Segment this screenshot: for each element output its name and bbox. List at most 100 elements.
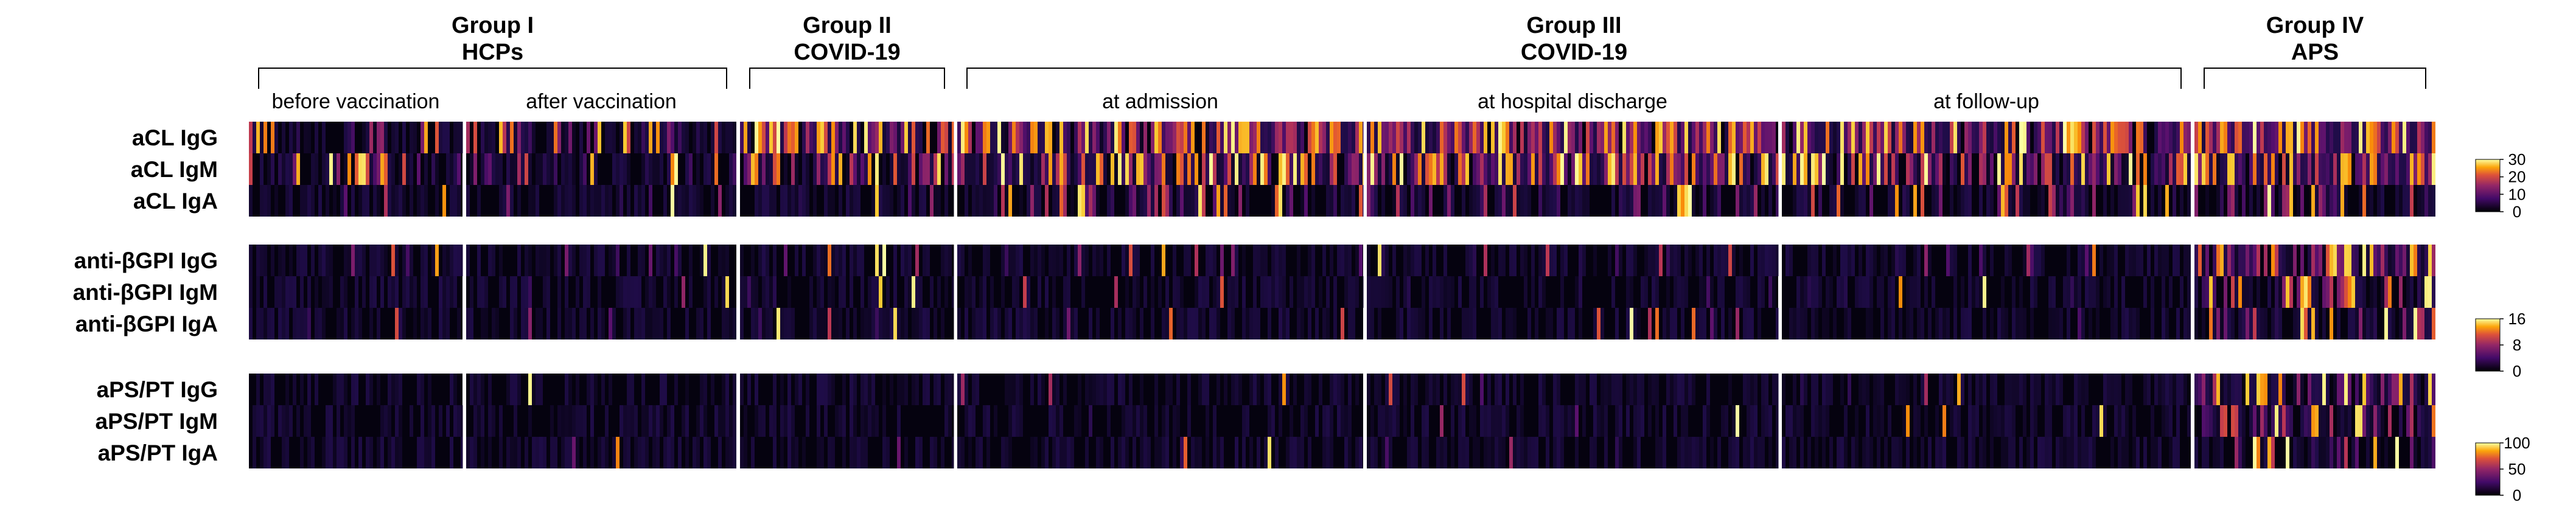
heatmap-cell xyxy=(572,122,576,153)
heatmap-cell xyxy=(2136,245,2140,276)
heatmap-cell xyxy=(2005,245,2008,276)
heatmap-cell xyxy=(857,185,860,217)
heatmap-cell xyxy=(1180,276,1184,308)
row-label: aCL IgM xyxy=(131,157,218,182)
heatmap-cell xyxy=(831,276,835,308)
heatmap-cell xyxy=(2092,185,2096,217)
heatmap-cell xyxy=(296,122,300,153)
heatmap-cell xyxy=(1869,122,1873,153)
heatmap-cell xyxy=(1527,437,1531,468)
heatmap-cell xyxy=(1677,185,1681,217)
heatmap-cell xyxy=(532,122,536,153)
heatmap-cell xyxy=(2012,374,2016,405)
heatmap-cell xyxy=(2151,437,2154,468)
heatmap-cell xyxy=(1498,437,1502,468)
heatmap-cell xyxy=(417,437,421,468)
heatmap-cell xyxy=(2326,185,2330,217)
heatmap-cell xyxy=(1173,405,1176,437)
heatmap-cell xyxy=(1659,122,1663,153)
heatmap-cell xyxy=(1772,276,1776,308)
heatmap-cell xyxy=(1348,437,1352,468)
heatmap-cell xyxy=(1374,153,1378,185)
heatmap-cell xyxy=(620,185,623,217)
heatmap-cell xyxy=(2198,122,2202,153)
heatmap-cell xyxy=(671,185,674,217)
heatmap-cell xyxy=(2019,308,2023,339)
heatmap-cell xyxy=(612,153,616,185)
heatmap-cell xyxy=(2322,437,2326,468)
heatmap-cell xyxy=(1913,374,1917,405)
heatmap-cell xyxy=(1129,185,1133,217)
heatmap-cell xyxy=(2414,245,2417,276)
heatmap-cell xyxy=(846,122,850,153)
heatmap-cell xyxy=(2249,374,2253,405)
heatmap-cell xyxy=(1542,276,1546,308)
heatmap-cell xyxy=(2118,122,2121,153)
heatmap-cell xyxy=(1630,122,1633,153)
heatmap-cell xyxy=(1111,185,1114,217)
heatmap-cell xyxy=(1542,153,1546,185)
heatmap-cell xyxy=(1491,245,1495,276)
heatmap-cell xyxy=(1411,122,1414,153)
heatmap-cell xyxy=(1593,122,1597,153)
heatmap-cell xyxy=(817,276,820,308)
heatmap-cell xyxy=(1542,405,1546,437)
heatmap-cell xyxy=(1433,153,1436,185)
heatmap-cell xyxy=(1227,308,1231,339)
heatmap-cell xyxy=(1107,185,1111,217)
heatmap-cell xyxy=(1837,122,1840,153)
heatmap-cell xyxy=(1213,437,1216,468)
heatmap-cell xyxy=(267,308,271,339)
heatmap-cell xyxy=(1732,405,1736,437)
heatmap-cell xyxy=(249,122,253,153)
heatmap-cell xyxy=(583,308,587,339)
heatmap-cell xyxy=(1855,122,1859,153)
heatmap-cell xyxy=(1195,276,1198,308)
heatmap-cell xyxy=(813,153,817,185)
heatmap-cell xyxy=(2143,185,2147,217)
heatmap-cell xyxy=(1807,437,1811,468)
heatmap-cell xyxy=(1253,308,1257,339)
heatmap-cell xyxy=(1389,405,1392,437)
heatmap-cell xyxy=(2253,374,2257,405)
heatmap-cell xyxy=(1275,185,1279,217)
heatmap-cell xyxy=(1677,437,1681,468)
heatmap-cell xyxy=(1502,122,1506,153)
heatmap-cell xyxy=(2326,276,2330,308)
heatmap-cell xyxy=(620,153,623,185)
heatmap-cell xyxy=(1100,245,1103,276)
heatmap-cell xyxy=(2249,245,2253,276)
heatmap-cell xyxy=(2194,437,2198,468)
heatmap-cell xyxy=(1768,437,1772,468)
heatmap-cell xyxy=(769,405,773,437)
heatmap-cell xyxy=(1822,405,1826,437)
heatmap-cell xyxy=(453,153,457,185)
heatmap-cell xyxy=(1052,276,1056,308)
heatmap-cell xyxy=(315,308,318,339)
heatmap-cell xyxy=(1800,122,1804,153)
heatmap-cell xyxy=(1837,185,1840,217)
heatmap-cell xyxy=(304,185,307,217)
heatmap-cell xyxy=(2432,405,2435,437)
heatmap-cell xyxy=(780,185,784,217)
heatmap-cell xyxy=(1213,153,1216,185)
heatmap-cell xyxy=(886,122,890,153)
heatmap-cell xyxy=(994,122,997,153)
heatmap-cell xyxy=(1626,276,1630,308)
heatmap-cell xyxy=(725,185,729,217)
heatmap-cell xyxy=(399,185,402,217)
heatmap-cell xyxy=(2216,308,2220,339)
heatmap-cell xyxy=(2319,405,2322,437)
heatmap-cell xyxy=(1231,374,1235,405)
colorbar-tick-label: 50 xyxy=(2508,460,2526,478)
heatmap-cell xyxy=(514,437,517,468)
heatmap-cell xyxy=(2107,245,2110,276)
heatmap-cell xyxy=(1593,374,1597,405)
heatmap-cell xyxy=(2370,122,2373,153)
heatmap-cell xyxy=(1590,153,1593,185)
heatmap-cell xyxy=(2110,153,2114,185)
heatmap-cell xyxy=(435,122,439,153)
heatmap-cell xyxy=(1549,122,1553,153)
heatmap-cell xyxy=(1538,185,1542,217)
heatmap-cell xyxy=(1246,153,1249,185)
